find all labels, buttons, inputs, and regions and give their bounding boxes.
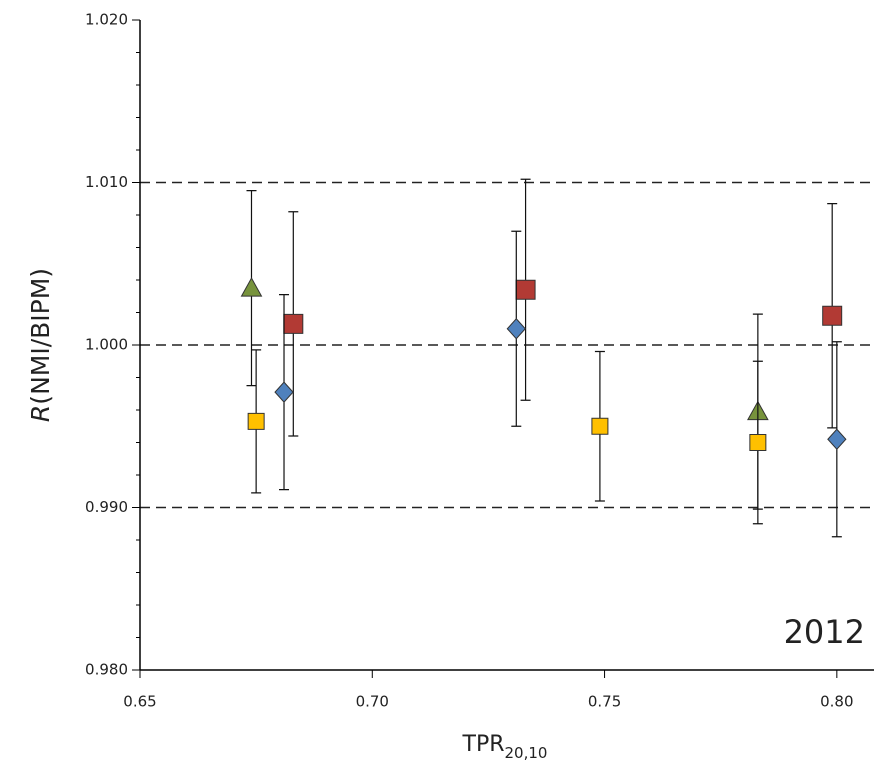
y-axis-label: R(NMI/BIPM)	[26, 268, 55, 422]
y-tick-label: 0.980	[85, 661, 128, 679]
y-label-rest: (NMI/BIPM)	[26, 268, 55, 405]
x-axis-label: TPR20,10	[462, 732, 548, 762]
marker	[515, 279, 536, 300]
marker	[591, 417, 609, 435]
y-tick-label: 0.990	[85, 498, 128, 516]
marker	[749, 434, 767, 451]
marker	[240, 277, 263, 297]
x-label-sub: 20,10	[505, 744, 548, 762]
y-label-italic: R	[26, 405, 55, 422]
x-tick-label: 0.75	[588, 693, 621, 711]
x-tick-label: 0.65	[123, 693, 156, 711]
marker	[506, 318, 526, 340]
marker	[247, 412, 265, 430]
y-tick-label: 1.000	[85, 336, 128, 354]
x-tick-label: 0.70	[356, 693, 389, 711]
marker	[283, 313, 304, 334]
marker	[827, 428, 847, 450]
x-label-main: TPR	[462, 732, 505, 757]
marker	[822, 305, 843, 326]
x-tick-label: 0.80	[820, 693, 853, 711]
marker	[274, 381, 294, 403]
y-tick-label: 1.020	[85, 11, 128, 29]
y-tick-label: 1.010	[85, 173, 128, 191]
annotation: 2012	[784, 613, 865, 651]
